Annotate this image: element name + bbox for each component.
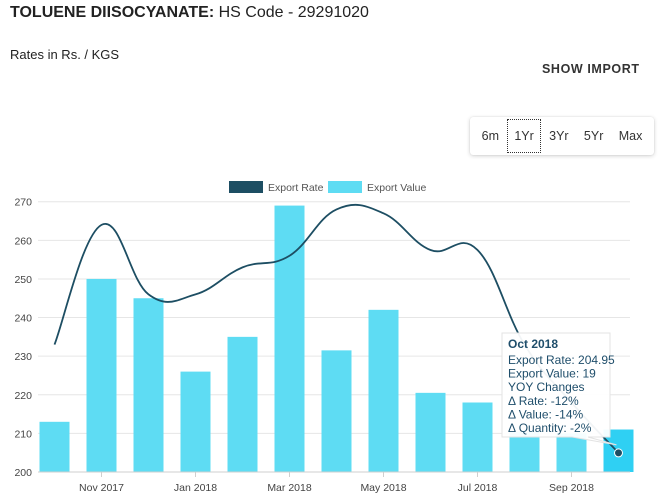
y-tick-label: 250 — [14, 274, 32, 286]
y-tick-label: 260 — [14, 235, 32, 247]
range-5yr-button[interactable]: 5Yr — [583, 128, 604, 143]
tooltip-line: Δ Quantity: -2% — [508, 421, 592, 435]
hs-code: HS Code - 29291020 — [214, 4, 369, 21]
y-tick-label: 210 — [14, 428, 32, 440]
rates-unit-label: Rates in Rs. / KGS — [10, 47, 120, 62]
x-tick-label: Jul 2018 — [458, 482, 498, 494]
bar-export-value — [321, 350, 352, 472]
bar-export-value — [462, 402, 493, 472]
show-import-button[interactable]: SHOW IMPORT — [542, 62, 640, 76]
x-tick-label: Nov 2017 — [79, 482, 124, 494]
tooltip-line: YOY Changes — [508, 380, 585, 394]
tooltip-line: Δ Value: -14% — [508, 407, 584, 421]
legend-label-export-rate: Export Rate — [268, 182, 324, 194]
range-3yr-button[interactable]: 3Yr — [549, 128, 569, 143]
x-tick-label: May 2018 — [360, 482, 406, 494]
range-6m-button[interactable]: 6m — [481, 128, 500, 143]
product-name: TOLUENE DIISOCYANATE: — [10, 4, 215, 21]
bar-export-value — [180, 371, 211, 472]
x-tick-label: Jan 2018 — [174, 482, 217, 494]
tooltip-line: Δ Rate: -12% — [508, 394, 579, 408]
tooltip-title: Oct 2018 — [508, 337, 558, 351]
y-tick-label: 200 — [14, 467, 32, 479]
x-tick-label: Mar 2018 — [267, 482, 312, 494]
page-title: TOLUENE DIISOCYANATE: HS Code - 29291020 — [10, 4, 369, 22]
bar-export-value — [274, 205, 305, 473]
bar-export-value — [133, 298, 164, 472]
legend-label-export-value: Export Value — [367, 182, 426, 194]
y-tick-label: 230 — [14, 351, 32, 363]
y-tick-label: 270 — [14, 197, 32, 209]
bar-export-value — [556, 433, 587, 472]
bar-export-value — [368, 309, 399, 472]
bar-export-value — [86, 278, 117, 472]
bar-export-value — [415, 392, 446, 472]
legend-swatch-export-rate — [229, 181, 263, 193]
bar-export-value — [227, 336, 258, 472]
x-tick-label: Sep 2018 — [549, 482, 594, 494]
rate-point-highlight — [614, 448, 623, 458]
tooltip-line: Export Value: 19 — [508, 367, 596, 381]
legend-swatch-export-value — [328, 181, 362, 193]
y-tick-label: 240 — [14, 313, 32, 325]
time-range-selector: 6m 1Yr 3Yr 5Yr Max — [470, 117, 654, 155]
bar-export-value — [509, 431, 540, 472]
tooltip-line: Export Rate: 204.95 — [508, 353, 615, 367]
tooltip-box — [501, 332, 617, 446]
y-tick-label: 220 — [14, 390, 32, 402]
range-1yr-button[interactable]: 1Yr — [507, 118, 541, 154]
range-max-button[interactable]: Max — [618, 128, 643, 143]
bar-export-value — [39, 421, 70, 472]
